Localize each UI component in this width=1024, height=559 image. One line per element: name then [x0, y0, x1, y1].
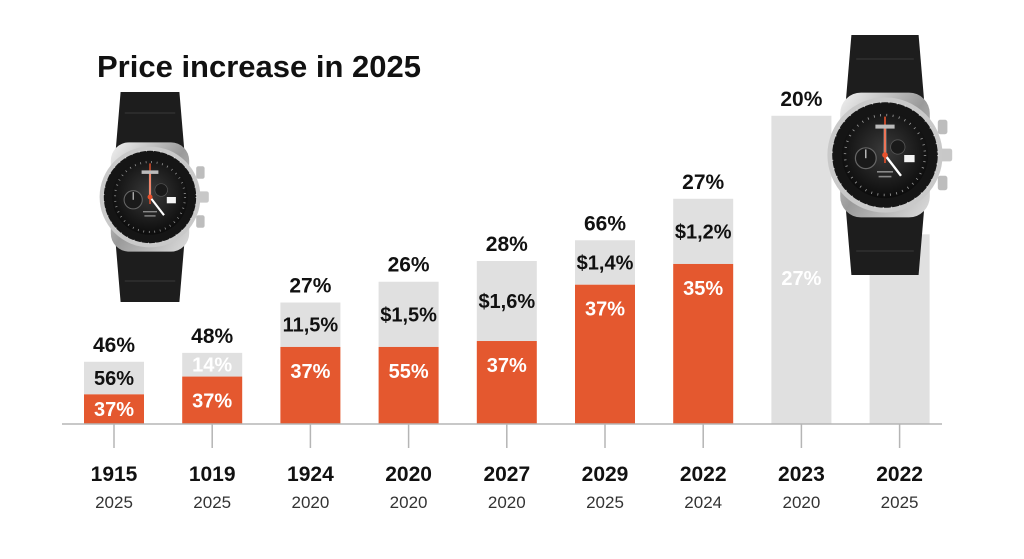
orange-bar-segment: [280, 346, 341, 424]
grey-segment-label: $1,4%: [577, 252, 634, 274]
top-label: 28%: [486, 233, 528, 256]
orange-bar-segment: [575, 284, 635, 424]
watch-image-left: [98, 90, 210, 304]
category-label-sub: 2020: [390, 493, 428, 512]
orange-segment-label: 37%: [94, 399, 134, 421]
orange-segment-label: 37%: [487, 355, 527, 377]
watch-image-right: [826, 33, 954, 277]
grey-bar-segment: [476, 261, 537, 342]
orange-bar-segment: [182, 376, 243, 424]
grey-segment-label: 56%: [94, 368, 134, 390]
chart-title: Price increase in 2025: [97, 49, 421, 84]
orange-segment-label: 35%: [683, 278, 723, 300]
grey-bar-segment: [771, 115, 832, 425]
orange-bar-segment: [673, 263, 734, 424]
category-label-sub: 2025: [95, 493, 133, 512]
grey-segment-label: $1,5%: [380, 304, 437, 326]
category-label-year: 2020: [385, 463, 432, 486]
grey-bar-segment: [673, 198, 734, 264]
orange-bar-segment: [378, 346, 439, 424]
grey-bar-segment: [84, 361, 144, 395]
grey-segment-label: 14%: [192, 355, 232, 377]
orange-bar-segment: [84, 394, 144, 424]
top-label: 27%: [289, 274, 331, 297]
category-label-year: 1915: [91, 463, 138, 486]
orange-segment-label: 37%: [192, 390, 232, 412]
category-label-sub: 2020: [782, 493, 820, 512]
category-label-sub: 2020: [488, 493, 526, 512]
grey-segment-label: $1,6%: [478, 291, 535, 313]
category-label-sub: 2025: [586, 493, 624, 512]
orange-segment-label: 37%: [585, 299, 625, 321]
top-label: 26%: [388, 254, 430, 277]
category-label-year: 2022: [876, 463, 923, 486]
top-label: 48%: [191, 325, 233, 348]
grey-bar-segment: [378, 281, 439, 347]
category-label-year: 2022: [680, 463, 727, 486]
labels-layer: 37% 56% 46% 1915 2025 37% 14% 48% 1019 2025 37% 11,…: [91, 88, 923, 512]
category-label-year: 1924: [287, 463, 334, 486]
grey-segment-label: $1,2%: [675, 221, 732, 243]
top-label: 20%: [780, 88, 822, 111]
top-label: 66%: [584, 212, 626, 235]
category-label-sub: 2025: [193, 493, 231, 512]
top-label: 27%: [682, 171, 724, 194]
orange-segment-label: 55%: [389, 361, 429, 383]
grey-bar-segment: [182, 352, 243, 377]
grey-segment-label: 11,5%: [283, 315, 339, 337]
top-label: 46%: [93, 334, 135, 357]
grey-bar-segment: [280, 302, 341, 347]
orange-segment-label: 37%: [290, 361, 330, 383]
x-axis-ticks: [113, 424, 901, 448]
category-label-sub: 2024: [684, 493, 722, 512]
category-label-year: 2023: [778, 463, 825, 486]
orange-bar-segment: [476, 341, 537, 424]
grey-segment-label: 27%: [781, 268, 821, 290]
category-label-year: 2029: [582, 463, 629, 486]
grey-bar-segment: [575, 240, 635, 285]
category-label-sub: 2025: [881, 493, 919, 512]
category-label-year: 1019: [189, 463, 236, 486]
category-label-year: 2027: [483, 463, 530, 486]
category-label-sub: 2020: [291, 493, 329, 512]
